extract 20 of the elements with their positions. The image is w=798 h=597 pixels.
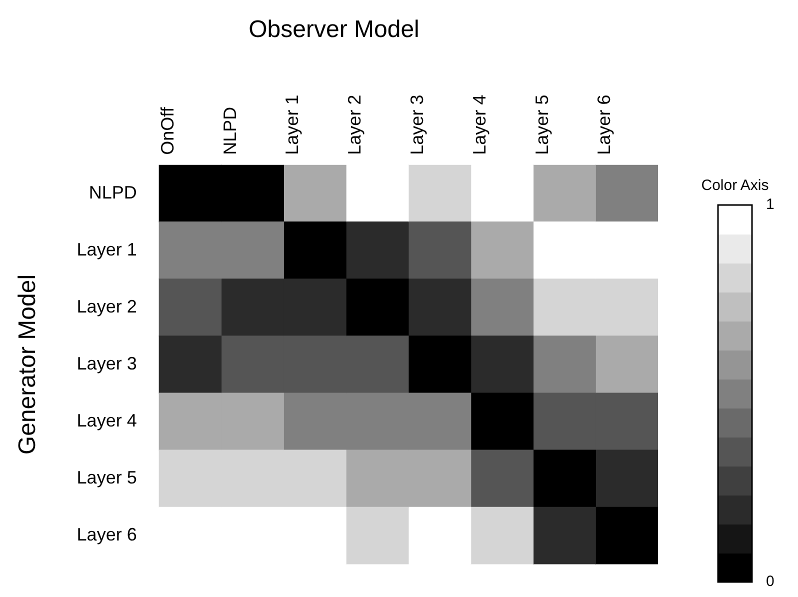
x-tick-label: Layer 4 <box>469 94 490 155</box>
x-tick-label: OnOff <box>157 106 178 155</box>
y-tick-label: Layer 2 <box>76 296 137 316</box>
y-tick-label: Layer 1 <box>76 239 137 260</box>
y-tick-label: NLPD <box>88 182 137 202</box>
color-bar-label: 0 <box>766 573 774 590</box>
y-axis-title: Generator Model <box>14 274 42 455</box>
x-tick-label: Layer 3 <box>406 94 427 155</box>
y-tick-label: Layer 4 <box>76 410 137 431</box>
color-bar-label: 1 <box>766 196 774 214</box>
x-tick-label: Layer 1 <box>282 94 302 155</box>
y-tick-label: Layer 3 <box>76 353 137 374</box>
x-tick-label: NLPD <box>220 106 240 155</box>
y-tick-label: Layer 6 <box>76 524 137 545</box>
x-tick-label: Layer 2 <box>344 94 365 155</box>
chart-title: Observer Model <box>248 16 420 44</box>
x-tick-label: Layer 5 <box>532 94 552 155</box>
color-bar-title: Color Axis <box>701 177 769 194</box>
x-tick-label: Layer 6 <box>594 94 614 155</box>
y-tick-label: Layer 5 <box>76 468 137 488</box>
